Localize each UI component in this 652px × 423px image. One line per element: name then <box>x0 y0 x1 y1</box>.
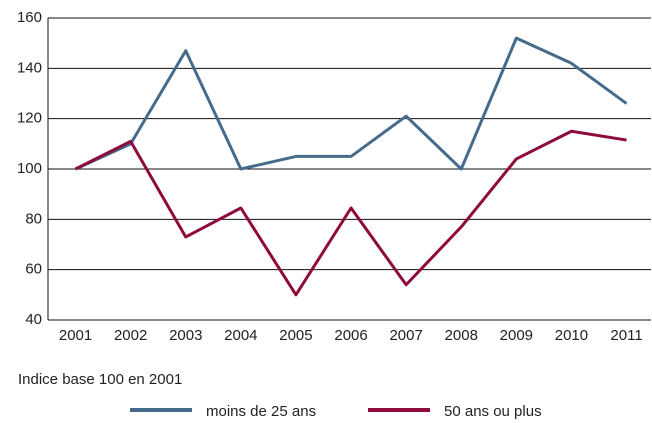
y-tick-label: 100 <box>17 160 42 177</box>
y-tick-label: 80 <box>25 210 42 227</box>
x-tick-label: 2011 <box>610 327 642 344</box>
x-tick-label: 2010 <box>555 327 588 344</box>
x-tick-label: 2001 <box>59 327 92 344</box>
y-tick-label: 40 <box>25 311 42 328</box>
x-tick-label: 2003 <box>169 327 202 344</box>
y-tick-label: 120 <box>17 110 42 127</box>
legend-label: moins de 25 ans <box>206 403 316 420</box>
x-tick-label: 2008 <box>445 327 478 344</box>
legend-label: 50 ans ou plus <box>444 403 542 420</box>
x-tick-label: 2005 <box>279 327 312 344</box>
x-tick-label: 2006 <box>334 327 367 344</box>
y-tick-label: 140 <box>17 59 42 76</box>
x-tick-label: 2002 <box>114 327 147 344</box>
x-tick-label: 2007 <box>389 327 422 344</box>
annotation: Indice base 100 en 2001 <box>18 371 182 388</box>
x-tick-label: 2009 <box>500 327 533 344</box>
series-line <box>74 36 628 171</box>
y-tick-label: 60 <box>25 261 42 278</box>
series-line <box>74 129 627 297</box>
y-tick-label: 160 <box>17 9 42 26</box>
x-tick-label: 2004 <box>224 327 257 344</box>
